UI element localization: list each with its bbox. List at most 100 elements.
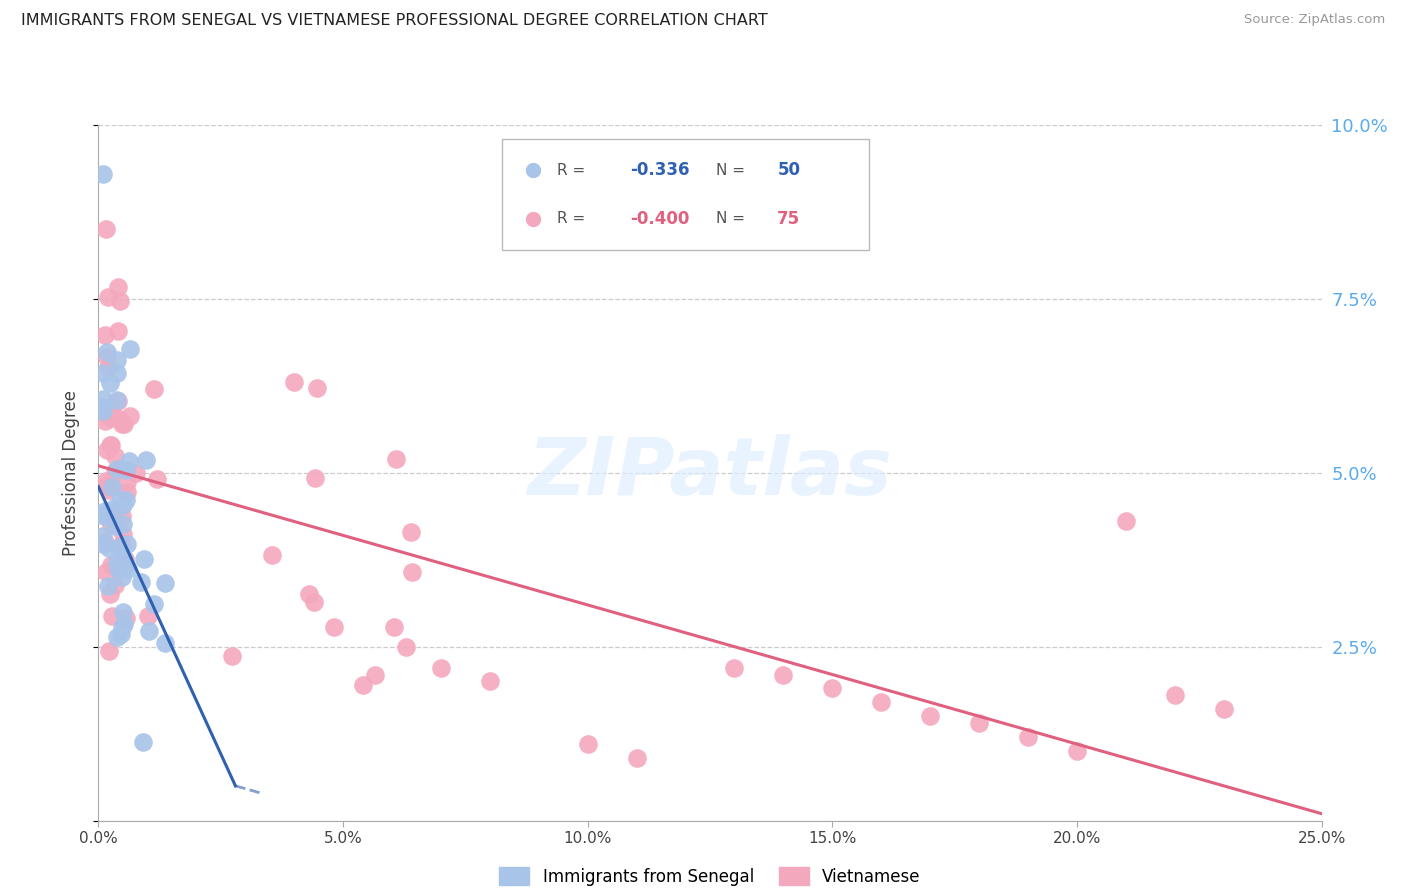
Point [91,529,114,543]
Point [98,476,121,491]
Point [100,517,122,532]
Point [112,616,135,631]
Point [364,668,387,682]
Point [105,352,128,367]
FancyBboxPatch shape [502,139,869,250]
Point [399,524,422,539]
Point [93,508,115,523]
Point [382,619,405,633]
Point [100,608,122,623]
Point [108,540,131,554]
Point [105,366,128,380]
Point [107,562,129,576]
Point [91,400,114,414]
Point [576,737,599,751]
Point [401,565,423,579]
Point [100,405,122,419]
Point [107,461,129,475]
Point [304,471,326,485]
Point [103,501,125,516]
Point [115,463,138,477]
Point [112,516,135,531]
Point [105,393,128,408]
Point [307,381,329,395]
Point [98,438,121,452]
Point [104,464,127,478]
Point [262,548,284,562]
Point [115,611,138,625]
Point [107,394,129,409]
Point [107,324,129,338]
Point [118,409,141,423]
Y-axis label: Professional Degree: Professional Degree [62,390,80,556]
Point [103,506,125,520]
Point [91,167,114,181]
Point [118,454,141,468]
Point [1066,744,1088,758]
Point [112,606,135,620]
Point [111,570,134,584]
Point [478,674,501,689]
Point [118,342,141,356]
Point [111,527,134,541]
Point [107,412,129,426]
Text: N =: N = [716,211,749,227]
Point [142,598,165,612]
Point [723,660,745,674]
Point [111,620,134,634]
Point [385,451,408,466]
Point [104,519,127,533]
Point [100,587,122,601]
Point [105,555,128,569]
Point [134,552,156,566]
Point [1115,515,1137,529]
Point [97,541,120,556]
Point [115,475,138,490]
Point [96,443,118,458]
Point [772,667,794,681]
Point [97,290,120,304]
Point [117,485,139,500]
Point [323,620,346,634]
Point [94,414,117,428]
Point [97,644,120,658]
Point [143,382,166,396]
Point [115,536,138,550]
Point [96,344,118,359]
Point [1212,702,1234,716]
Point [100,558,122,573]
Text: R =: R = [557,211,591,227]
Text: ZIPatlas: ZIPatlas [527,434,893,512]
Point [91,366,114,380]
Point [96,579,118,593]
Point [98,376,121,391]
Legend: Immigrants from Senegal, Vietnamese: Immigrants from Senegal, Vietnamese [492,861,928,892]
Point [155,576,177,591]
Point [94,566,117,580]
Point [108,492,131,507]
Point [967,716,990,731]
Text: -0.336: -0.336 [630,161,690,179]
Point [135,453,157,467]
Point [94,328,117,343]
Point [112,417,135,431]
Text: R =: R = [557,162,591,178]
Text: 75: 75 [778,210,800,227]
Point [94,222,117,236]
Point [96,478,118,492]
Point [101,480,124,494]
Point [107,280,129,294]
Point [105,630,128,644]
Point [125,467,148,481]
Point [96,474,118,488]
Point [111,499,134,513]
Point [302,595,325,609]
Point [131,575,153,590]
Point [821,681,844,696]
Text: N =: N = [716,162,749,178]
Text: 50: 50 [778,161,800,179]
Point [1164,689,1187,703]
Point [153,636,176,650]
Point [132,734,155,748]
Point [145,472,167,486]
